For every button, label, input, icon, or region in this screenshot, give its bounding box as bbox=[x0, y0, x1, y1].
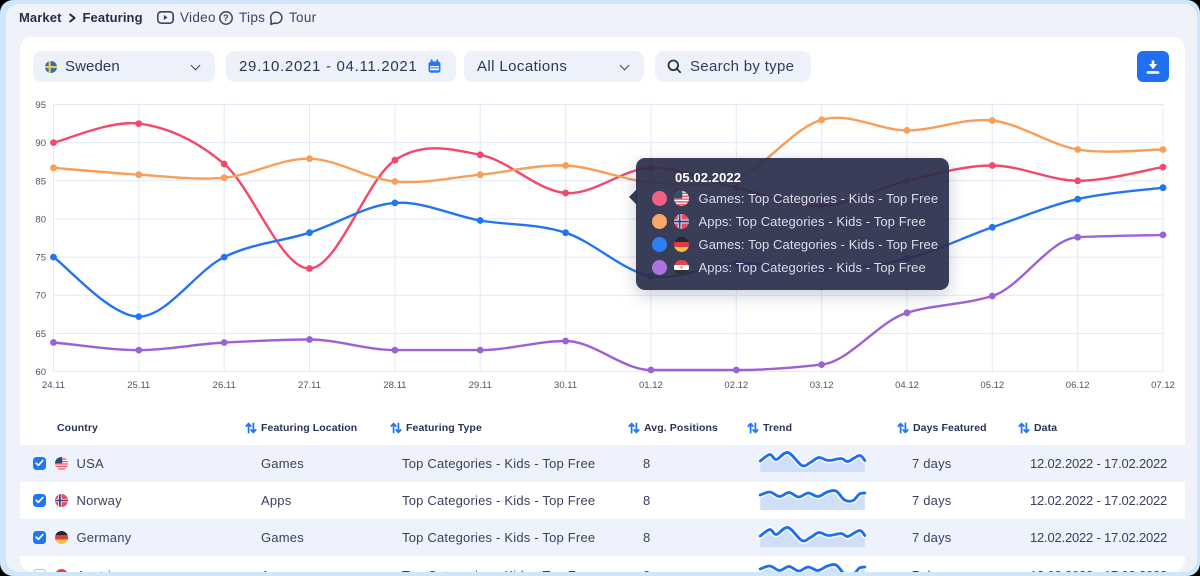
svg-text:01.12: 01.12 bbox=[639, 380, 663, 391]
svg-text:85: 85 bbox=[35, 176, 46, 187]
svg-text:03.12: 03.12 bbox=[810, 380, 834, 391]
svg-text:60: 60 bbox=[35, 367, 46, 378]
svg-text:65: 65 bbox=[35, 329, 46, 340]
svg-text:30.11: 30.11 bbox=[554, 380, 577, 391]
svg-text:07.12: 07.12 bbox=[1151, 380, 1175, 391]
svg-text:29.11: 29.11 bbox=[469, 380, 492, 391]
svg-text:06.12: 06.12 bbox=[1066, 380, 1090, 391]
svg-text:26.11: 26.11 bbox=[213, 380, 236, 391]
svg-text:25.11: 25.11 bbox=[127, 380, 150, 391]
svg-text:24.11: 24.11 bbox=[42, 380, 65, 391]
svg-text:?: ? bbox=[223, 13, 229, 23]
svg-text:90: 90 bbox=[35, 138, 46, 149]
svg-text:05.12: 05.12 bbox=[980, 380, 1004, 391]
svg-text:70: 70 bbox=[35, 291, 46, 302]
svg-text:95: 95 bbox=[35, 100, 46, 111]
svg-text:02.12: 02.12 bbox=[724, 380, 748, 391]
svg-text:80: 80 bbox=[35, 214, 46, 225]
svg-text:75: 75 bbox=[35, 253, 46, 264]
svg-text:27.11: 27.11 bbox=[298, 380, 321, 391]
svg-text:04.12: 04.12 bbox=[895, 380, 919, 391]
svg-text:28.11: 28.11 bbox=[383, 380, 406, 391]
